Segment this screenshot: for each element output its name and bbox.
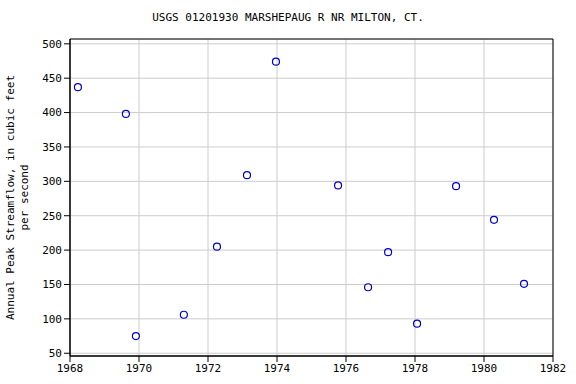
svg-text:Annual Peak Streamflow, in cub: Annual Peak Streamflow, in cubic feet bbox=[8, 75, 17, 320]
svg-text:1978: 1978 bbox=[402, 362, 429, 375]
svg-text:1972: 1972 bbox=[195, 362, 222, 375]
svg-text:450: 450 bbox=[42, 72, 62, 85]
svg-text:300: 300 bbox=[42, 175, 62, 188]
svg-text:350: 350 bbox=[42, 141, 62, 154]
svg-text:100: 100 bbox=[42, 313, 62, 326]
svg-text:250: 250 bbox=[42, 210, 62, 223]
svg-text:1980: 1980 bbox=[471, 362, 498, 375]
svg-text:1974: 1974 bbox=[264, 362, 291, 375]
svg-text:1968: 1968 bbox=[57, 362, 84, 375]
svg-text:150: 150 bbox=[42, 278, 62, 291]
svg-text:per second: per second bbox=[18, 164, 31, 230]
svg-text:1982: 1982 bbox=[540, 362, 567, 375]
svg-text:500: 500 bbox=[42, 38, 62, 51]
svg-text:1976: 1976 bbox=[333, 362, 360, 375]
html-text:USGS 01201930 MARSHEPAUG R NR: USGS 01201930 MARSHEPAUG R NR MILTON, CT… bbox=[152, 11, 424, 24]
svg-text:200: 200 bbox=[42, 244, 62, 257]
svg-text:400: 400 bbox=[42, 106, 62, 119]
svg-text:1970: 1970 bbox=[126, 362, 153, 375]
svg-text:50: 50 bbox=[49, 347, 62, 360]
